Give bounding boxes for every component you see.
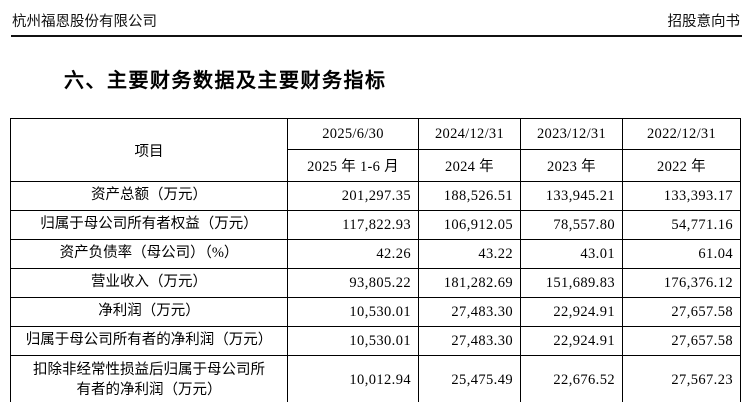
row-value: 106,912.05 [418,210,521,240]
table-row-operating-revenue: 营业收入（万元） 93,805.22 181,282.69 151,689.83… [10,268,741,298]
page-header: 杭州福恩股份有限公司 招股意向书 [0,0,750,31]
row-value: 181,282.69 [418,268,521,298]
row-value: 43.01 [520,239,623,269]
row-label: 扣除非经常性损益后归属于母公司所 有者的净利润（万元） [10,355,288,402]
row-value: 10,012.94 [287,355,419,402]
row-value: 10,530.01 [287,326,419,356]
row-value: 61.04 [622,239,741,269]
row-value: 176,376.12 [622,268,741,298]
row-value: 22,924.91 [520,297,623,327]
column-header-date-2025: 2025/6/30 [287,118,419,150]
row-label: 净利润（万元） [10,297,288,327]
row-value: 54,771.16 [622,210,741,240]
column-header-period-2023: 2023 年 [520,149,623,182]
row-value: 78,557.80 [520,210,623,240]
row-label: 营业收入（万元） [10,268,288,298]
row-value: 10,530.01 [287,297,419,327]
row-value: 133,945.21 [520,181,623,211]
row-label: 归属于母公司所有者的净利润（万元） [10,326,288,356]
table-header-row-periods: 2025 年 1-6 月 2024 年 2023 年 2022 年 [11,149,741,182]
table-header-row-dates: 项目 2025/6/30 2024/12/31 2023/12/31 2022/… [10,118,741,182]
row-value: 133,393.17 [622,181,741,211]
section-title: 六、主要财务数据及主要财务指标 [64,70,387,92]
table-row-debt-ratio: 资产负债率（母公司）（%） 42.26 43.22 43.01 61.04 [10,239,741,269]
row-value: 93,805.22 [287,268,419,298]
column-header-item: 项目 [10,118,288,182]
row-value: 201,297.35 [287,181,419,211]
row-label: 归属于母公司所有者权益（万元） [10,210,288,240]
row-value: 22,924.91 [520,326,623,356]
row-value: 151,689.83 [520,268,623,298]
row-value: 22,676.52 [520,355,623,402]
row-label: 资产负债率（母公司）（%） [10,239,288,269]
row-value: 27,483.30 [418,297,521,327]
row-value: 27,483.30 [418,326,521,356]
row-value: 43.22 [418,239,521,269]
column-header-date-2022: 2022/12/31 [622,118,741,150]
doc-type-label: 招股意向书 [667,14,741,30]
company-name: 杭州福恩股份有限公司 [12,14,157,30]
table-row-deducted-net-profit: 扣除非经常性损益后归属于母公司所 有者的净利润（万元） 10,012.94 25… [10,355,741,402]
column-header-period-2022: 2022 年 [622,149,741,182]
row-value: 27,657.58 [622,326,741,356]
header-divider [11,35,742,37]
column-header-date-2023: 2023/12/31 [520,118,623,150]
column-header-period-2025: 2025 年 1-6 月 [287,149,419,182]
table-row-total-assets: 资产总额（万元） 201,297.35 188,526.51 133,945.2… [10,181,741,211]
row-value: 27,657.58 [622,297,741,327]
row-value: 42.26 [287,239,419,269]
column-header-date-2024: 2024/12/31 [418,118,521,150]
row-value: 117,822.93 [287,210,419,240]
row-value: 188,526.51 [418,181,521,211]
table-row-parent-net-profit: 归属于母公司所有者的净利润（万元） 10,530.01 27,483.30 22… [10,326,741,356]
financial-indicators-table: 项目 2025/6/30 2024/12/31 2023/12/31 2022/… [10,118,741,402]
row-value: 25,475.49 [418,355,521,402]
table-row-parent-equity: 归属于母公司所有者权益（万元） 117,822.93 106,912.05 78… [10,210,741,240]
row-label: 资产总额（万元） [10,181,288,211]
column-header-period-2024: 2024 年 [418,149,521,182]
table-row-net-profit: 净利润（万元） 10,530.01 27,483.30 22,924.91 27… [10,297,741,327]
row-value: 27,567.23 [622,355,741,402]
